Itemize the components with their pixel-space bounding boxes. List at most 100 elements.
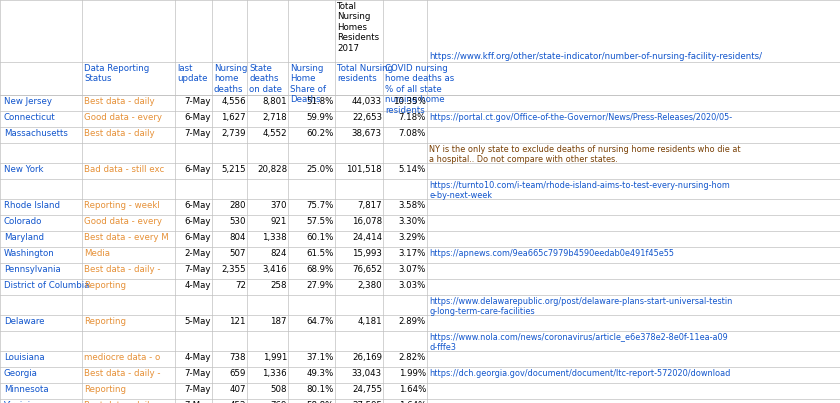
Text: Georgia: Georgia [4,369,38,378]
Text: 6-May: 6-May [185,165,211,174]
Text: 530: 530 [229,217,246,226]
Text: 61.5%: 61.5% [307,249,334,258]
Text: Data Reporting
Status: Data Reporting Status [84,64,150,83]
Text: 7.08%: 7.08% [399,129,426,138]
Text: 407: 407 [229,385,246,394]
Text: 738: 738 [229,353,246,362]
Text: 6-May: 6-May [185,113,211,122]
Text: 8,801: 8,801 [262,97,287,106]
Text: 7-May: 7-May [185,97,211,106]
Text: 3,416: 3,416 [262,265,287,274]
Text: 7-May: 7-May [185,401,211,403]
Text: 1.64%: 1.64% [399,401,426,403]
Text: 60.1%: 60.1% [307,233,334,242]
Text: 5,215: 5,215 [222,165,246,174]
Text: Reporting: Reporting [84,317,126,326]
Text: 58.8%: 58.8% [307,401,334,403]
Text: 3.30%: 3.30% [399,217,426,226]
Text: 507: 507 [229,249,246,258]
Text: Total
Nursing
Homes
Residents
2017: Total Nursing Homes Residents 2017 [337,2,379,53]
Text: 280: 280 [229,201,246,210]
Text: Best data - every M: Best data - every M [84,233,169,242]
Text: mediocre data - o: mediocre data - o [84,353,160,362]
Text: 769: 769 [270,401,287,403]
Text: Nursing
Home
Share of
Deaths: Nursing Home Share of Deaths [290,64,326,104]
Text: 1,991: 1,991 [263,353,287,362]
Text: 5.14%: 5.14% [399,165,426,174]
Text: 10.35%: 10.35% [393,97,426,106]
Text: 7.18%: 7.18% [399,113,426,122]
Text: 921: 921 [270,217,287,226]
Text: Minnesota: Minnesota [4,385,49,394]
Text: Best data - daily -: Best data - daily - [84,369,160,378]
Text: 3.17%: 3.17% [399,249,426,258]
Text: Reporting - weekl: Reporting - weekl [84,201,160,210]
Text: Best data - daily -: Best data - daily - [84,265,160,274]
Text: New York: New York [4,165,44,174]
Text: 121: 121 [229,317,246,326]
Text: 3.07%: 3.07% [399,265,426,274]
Text: 6-May: 6-May [185,233,211,242]
Text: 2,739: 2,739 [222,129,246,138]
Text: 6-May: 6-May [185,201,211,210]
Text: Colorado: Colorado [4,217,42,226]
Text: Total Nursing
residents: Total Nursing residents [337,64,393,83]
Text: 1,336: 1,336 [262,369,287,378]
Text: 7-May: 7-May [185,369,211,378]
Text: Reporting: Reporting [84,385,126,394]
Text: https://www.kff.org/other/state-indicator/number-of-nursing-facility-residents/: https://www.kff.org/other/state-indicato… [429,52,762,61]
Text: 452: 452 [229,401,246,403]
Text: 2,380: 2,380 [357,281,382,290]
Text: 59.9%: 59.9% [307,113,334,122]
Text: https://portal.ct.gov/Office-of-the-Governor/News/Press-Releases/2020/05-: https://portal.ct.gov/Office-of-the-Gove… [429,113,732,122]
Text: Massachusetts: Massachusetts [4,129,68,138]
Text: 101,518: 101,518 [346,165,382,174]
Text: 22,653: 22,653 [352,113,382,122]
Text: 80.1%: 80.1% [307,385,334,394]
Text: 1.99%: 1.99% [399,369,426,378]
Text: last
update: last update [177,64,207,83]
Text: 27,595: 27,595 [352,401,382,403]
Text: Best data - daily: Best data - daily [84,129,155,138]
Text: 60.2%: 60.2% [307,129,334,138]
Text: 2,355: 2,355 [222,265,246,274]
Text: 16,078: 16,078 [352,217,382,226]
Text: Rhode Island: Rhode Island [4,201,60,210]
Text: Reporting: Reporting [84,281,126,290]
Text: 370: 370 [270,201,287,210]
Text: https://apnews.com/9ea665c7979b4590eedab0e491f45e55: https://apnews.com/9ea665c7979b4590eedab… [429,249,674,258]
Text: Bad data - still exc: Bad data - still exc [84,165,165,174]
Text: State
deaths
on date: State deaths on date [249,64,282,94]
Text: Maryland: Maryland [4,233,44,242]
Text: 44,033: 44,033 [352,97,382,106]
Text: Good data - every: Good data - every [84,217,162,226]
Text: 187: 187 [270,317,287,326]
Text: Best data - daily: Best data - daily [84,401,155,403]
Text: Virginia: Virginia [4,401,36,403]
Text: 4-May: 4-May [185,281,211,290]
Text: 68.9%: 68.9% [307,265,334,274]
Text: 3.03%: 3.03% [399,281,426,290]
Text: 804: 804 [229,233,246,242]
Text: 2,718: 2,718 [262,113,287,122]
Text: Delaware: Delaware [4,317,45,326]
Text: 37.1%: 37.1% [307,353,334,362]
Text: 258: 258 [270,281,287,290]
Text: 49.3%: 49.3% [307,369,334,378]
Text: Pennsylvania: Pennsylvania [4,265,60,274]
Text: 57.5%: 57.5% [307,217,334,226]
Text: 1.64%: 1.64% [399,385,426,394]
Text: 7,817: 7,817 [357,201,382,210]
Text: 75.7%: 75.7% [307,201,334,210]
Text: 4,556: 4,556 [222,97,246,106]
Text: 51.8%: 51.8% [307,97,334,106]
Text: 15,993: 15,993 [352,249,382,258]
Text: 5-May: 5-May [185,317,211,326]
Text: 2-May: 2-May [185,249,211,258]
Text: 26,169: 26,169 [352,353,382,362]
Text: 7-May: 7-May [185,265,211,274]
Text: NY is the only state to exclude deaths of nursing home residents who die at
a ho: NY is the only state to exclude deaths o… [429,145,741,164]
Text: 24,755: 24,755 [352,385,382,394]
Text: 7-May: 7-May [185,129,211,138]
Text: 3.29%: 3.29% [399,233,426,242]
